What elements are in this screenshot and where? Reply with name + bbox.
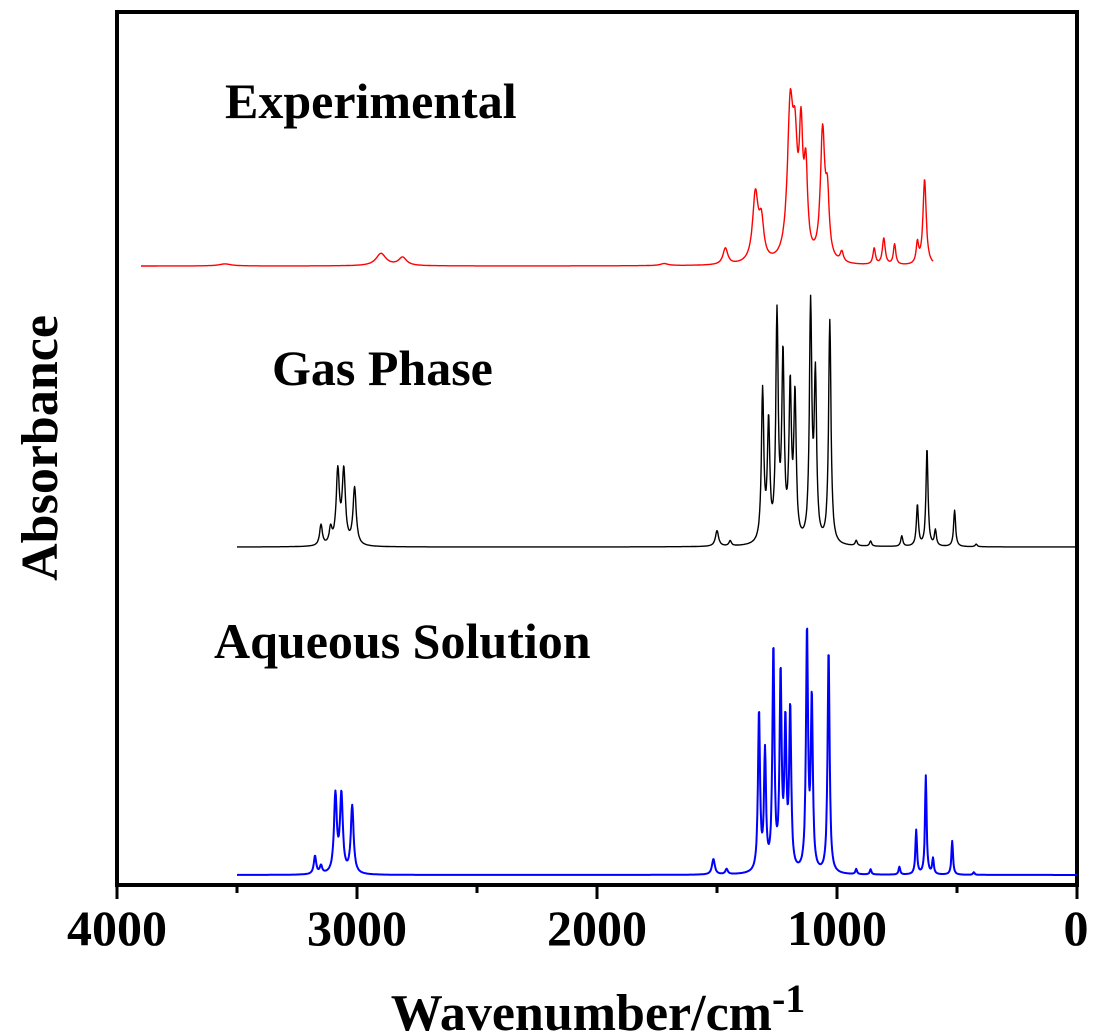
- y-axis-title: Absorbance: [12, 315, 69, 581]
- x-tick-label: 0: [1064, 900, 1089, 956]
- series-label-experimental: Experimental: [225, 73, 517, 129]
- series-line-aqueous-solution: [236, 627, 1078, 876]
- plot-frame: [115, 10, 1079, 887]
- series-line-gas-phase: [236, 294, 1078, 548]
- series-label-aqueous-solution: Aqueous Solution: [214, 613, 591, 669]
- x-tick-label: 1000: [787, 900, 887, 956]
- x-tick-label: 3000: [307, 900, 407, 956]
- x-tick-label: 4000: [67, 900, 167, 956]
- series-line-experimental: [140, 87, 934, 267]
- x-tick-label: 2000: [547, 900, 647, 956]
- series-label-gas-phase: Gas Phase: [272, 340, 493, 396]
- x-axis-title: Wavenumber/cm-1: [391, 976, 806, 1035]
